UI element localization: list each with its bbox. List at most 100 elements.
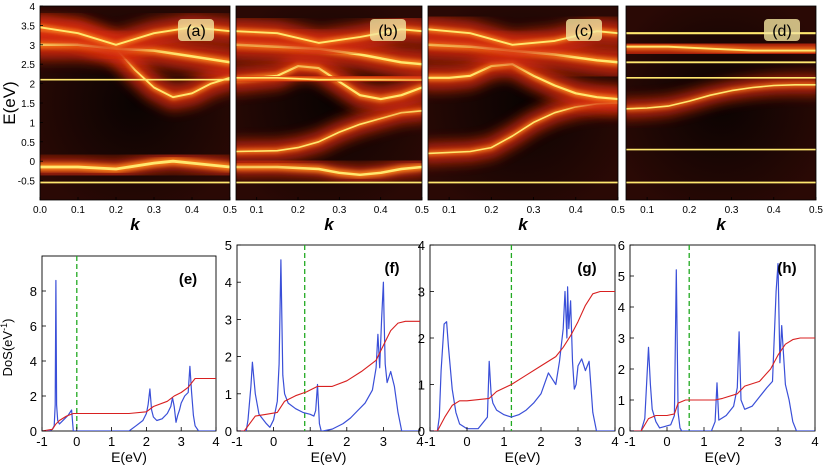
x-tick-label: 3 [380, 434, 387, 449]
y-tick-label: 6 [618, 238, 625, 253]
x-tick-label: 0.4 [374, 205, 388, 216]
y-tick-label: 4 [418, 238, 425, 253]
y-tick-label: 0.5 [21, 138, 35, 149]
heatmap-panel-c: (c) 0.1 0.2 0.3 0.4 0.5 k [427, 5, 625, 234]
plot-frame [41, 255, 217, 432]
panel-label: (a) [186, 23, 206, 40]
y-axis-label-close: ) [0, 319, 15, 323]
y-tick-label: -0.5 [18, 177, 36, 188]
cumulative-series-line [237, 320, 420, 431]
x-tick-label: 0.5 [809, 205, 823, 216]
y-tick-label: 1 [618, 393, 625, 408]
panel-label: (e) [179, 271, 197, 288]
plot-frame [629, 244, 816, 432]
x-tick-label: -1 [231, 434, 243, 449]
panel-label: (c) [575, 23, 594, 40]
x-tick-label: 3 [178, 434, 185, 449]
x-tick-label: 0.0 [33, 205, 47, 216]
panel-label-badge [178, 19, 214, 41]
panel-label: (b) [378, 23, 398, 40]
x-tick-label: 4 [212, 434, 219, 449]
x-tick-label: 0.2 [484, 205, 498, 216]
x-tick-label: 2 [737, 434, 744, 449]
y-tick-label: 8 [30, 284, 37, 299]
panel-label: (h) [777, 260, 796, 277]
y-tick-label: 2 [30, 389, 37, 404]
x-tick-label: 4 [811, 434, 818, 449]
y-tick-label: 2.5 [21, 60, 35, 71]
heatmap-panel-b: (b) 0.1 0.2 0.3 0.4 0.5 k [235, 5, 429, 234]
x-tick-label: 4 [416, 434, 423, 449]
x-tick-label: 0.5 [223, 205, 237, 216]
y-axis-label: E(eV) [0, 81, 19, 124]
x-tick-label: 1 [700, 434, 707, 449]
y-tick-label: 2 [29, 80, 35, 91]
dos-series-line [237, 259, 420, 431]
y-tick-label: 2 [225, 350, 232, 365]
panel-label-badge [764, 19, 800, 41]
y-tick-label: 1 [29, 118, 35, 129]
y-tick-label: 2 [618, 362, 625, 377]
x-tick-label: 0 [463, 434, 470, 449]
y-tick-label: 0 [30, 424, 37, 439]
y-axis-label-superscript: -1 [0, 323, 9, 331]
x-tick-label: 0.4 [185, 205, 199, 216]
x-tick-label: 0.3 [725, 205, 739, 216]
plot-frame [429, 244, 616, 432]
band-line [236, 110, 422, 153]
x-tick-label: 0.5 [415, 205, 429, 216]
y-tick-label: 4 [30, 354, 37, 369]
y-tick-label: 5 [225, 238, 232, 253]
x-axis-label: E(eV) [311, 449, 347, 465]
cumulative-series-line [42, 377, 216, 431]
x-axis-label: E(eV) [705, 449, 741, 465]
x-axis-label: k [518, 215, 529, 234]
x-tick-label: -1 [36, 434, 48, 449]
band-line [626, 45, 816, 52]
dos-series-line [430, 286, 615, 431]
y-tick-label: 6 [30, 319, 37, 334]
y-tick-label: 3 [618, 331, 625, 346]
band-line [40, 159, 230, 171]
y-tick-label: 1 [225, 387, 232, 402]
y-tick-label: 1.5 [21, 99, 35, 110]
y-tick-label: 1 [418, 378, 425, 393]
x-tick-label: -1 [424, 434, 436, 449]
x-tick-label: -1 [624, 434, 636, 449]
heatmap-frame [427, 5, 619, 201]
x-tick-label: 3 [574, 434, 581, 449]
x-tick-label: 1 [108, 434, 115, 449]
x-tick-label: 0 [270, 434, 277, 449]
x-tick-label: 0.2 [109, 205, 123, 216]
y-tick-label: 3.5 [21, 21, 35, 32]
y-tick-label: 4 [225, 275, 232, 290]
y-tick-label: 3 [418, 285, 425, 300]
band-line [428, 63, 618, 101]
x-tick-label: 2 [537, 434, 544, 449]
x-tick-label: 0 [73, 434, 80, 449]
y-tick-label: 4 [618, 300, 625, 315]
y-axis-label-main: DoS(eV [0, 331, 15, 377]
dos-series-line [630, 263, 815, 431]
y-tick-label: 0 [618, 424, 625, 439]
x-tick-label: 0.1 [71, 205, 85, 216]
y-tick-label: 5 [618, 269, 625, 284]
x-tick-label: 0.4 [767, 205, 781, 216]
x-tick-label: 3 [774, 434, 781, 449]
x-tick-label: 0.2 [682, 205, 696, 216]
y-tick-label: 4 [29, 2, 35, 13]
x-tick-label: 0.1 [250, 205, 264, 216]
x-axis-label: k [716, 215, 727, 234]
x-tick-label: 0.5 [611, 205, 625, 216]
x-axis-label: k [130, 215, 141, 234]
heatmap-frame [235, 5, 423, 201]
x-tick-label: 2 [143, 434, 150, 449]
x-axis-label: k [324, 215, 335, 234]
y-tick-label: 0 [225, 424, 232, 439]
x-tick-label: 1 [307, 434, 314, 449]
